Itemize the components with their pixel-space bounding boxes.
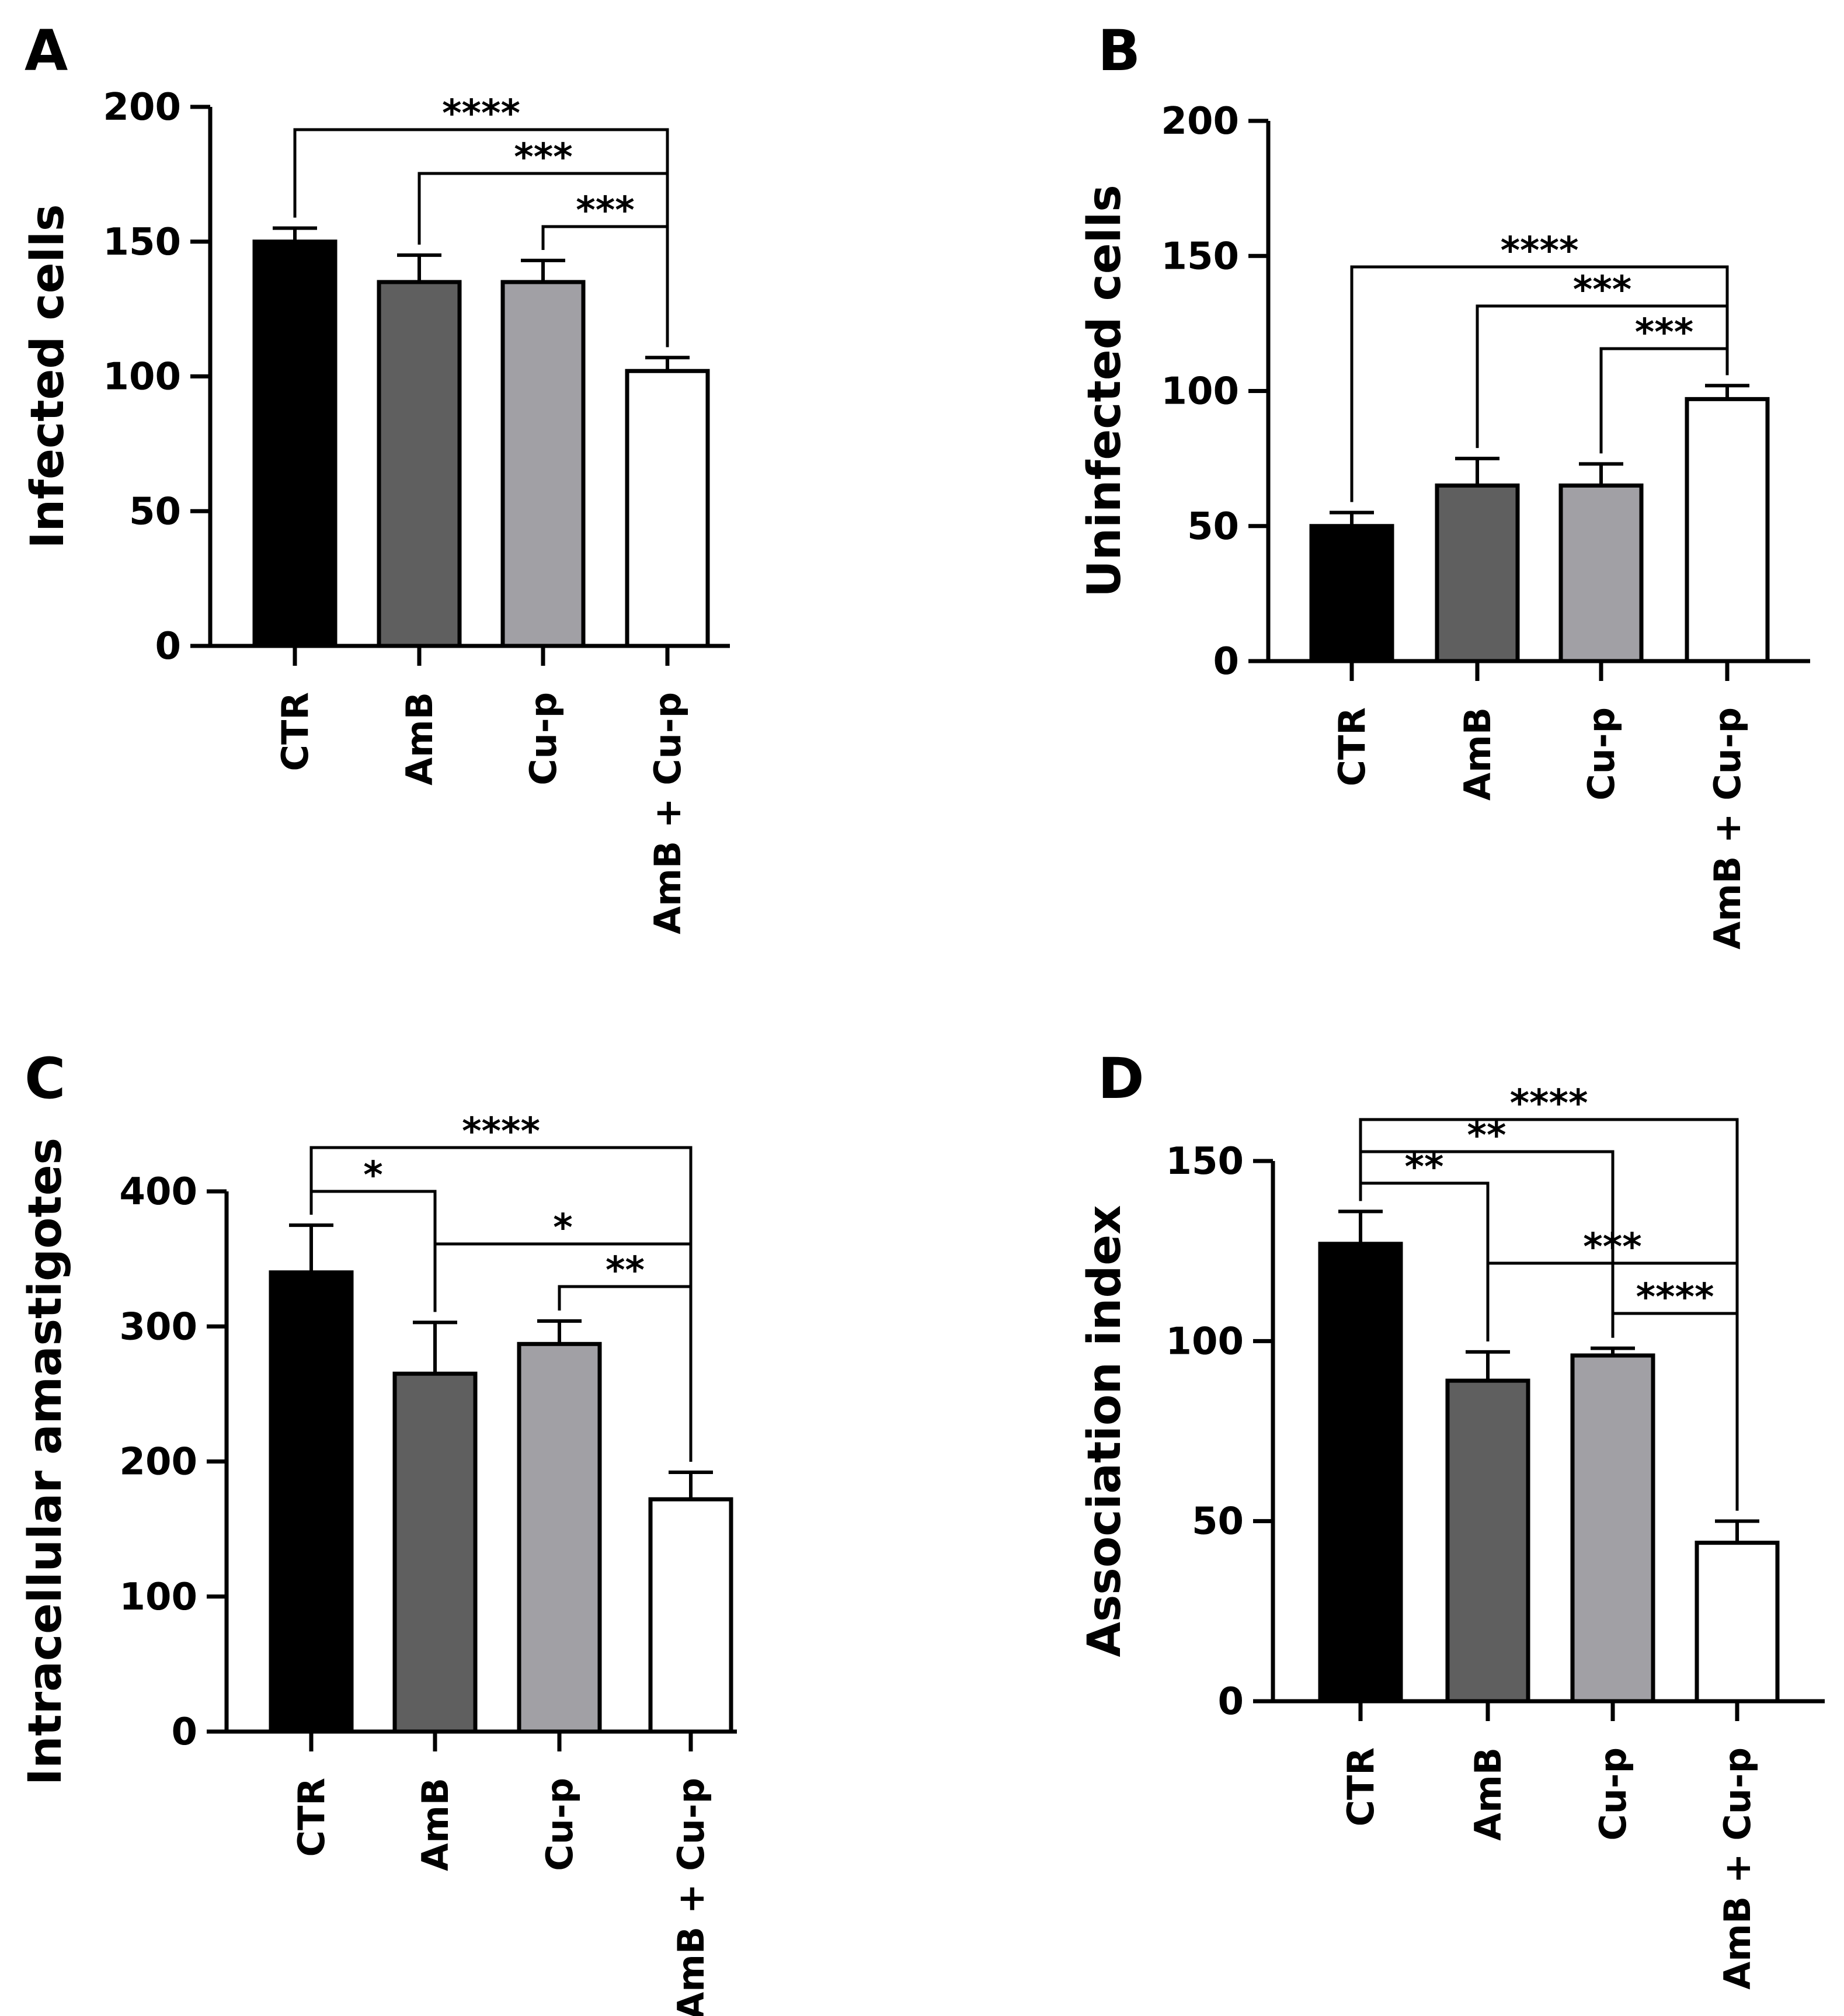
significance-label: **** (1636, 1276, 1714, 1319)
y-axis-label: Intracellular amastigotes (19, 1138, 72, 1785)
bar-0 (1318, 1242, 1403, 1704)
y-tick-label: 200 (1161, 100, 1239, 143)
category-label: AmB (1456, 707, 1499, 801)
category-label: CTR (1331, 707, 1373, 787)
y-axis-label: Association index (1078, 1205, 1131, 1657)
bar-1 (377, 280, 462, 648)
significance-bracket (1359, 1150, 1615, 1338)
significance-bracket (558, 1285, 693, 1462)
y-tick-label: 0 (171, 1711, 197, 1754)
category-label: AmB (1467, 1747, 1509, 1841)
bar-1 (1435, 483, 1520, 663)
significance-label: * (363, 1154, 382, 1197)
significance-label: ** (606, 1249, 645, 1292)
category-label: Cu-p (522, 692, 565, 785)
bar-2 (517, 1341, 602, 1734)
bar-3 (1695, 1541, 1780, 1704)
category-label: CTR (274, 692, 316, 771)
category-label: AmB + Cu-p (1706, 707, 1749, 950)
significance-bracket (1350, 265, 1729, 502)
y-tick-label: 100 (119, 1576, 197, 1619)
category-label: AmB (398, 692, 441, 785)
significance-bracket (1476, 304, 1729, 449)
y-tick-label: 0 (155, 625, 181, 668)
category-label: AmB (414, 1778, 457, 1871)
bar-1 (392, 1371, 478, 1734)
significance-label: *** (1583, 1226, 1641, 1269)
bar-0 (1309, 524, 1394, 663)
category-label: Cu-p (538, 1778, 581, 1871)
panel-c: C Intracellular amastigotes 0 100 200 300 400 C… (19, 1046, 737, 2016)
significance-bracket (1611, 1312, 1739, 1511)
bar-2 (1558, 483, 1644, 663)
significance-label: * (553, 1207, 572, 1250)
y-axis-label: Uninfected cells (1078, 185, 1131, 597)
panel-a: A Infected cells 0 50 100 150 200 CTR AmB Cu-p AmB… (22, 18, 730, 934)
significance-bracket (293, 128, 669, 347)
bar-1 (1445, 1378, 1530, 1704)
category-label: AmB + Cu-p (670, 1778, 712, 2016)
panel-letter: A (25, 18, 68, 84)
y-tick-label: 100 (1165, 1320, 1244, 1363)
panel-d: D Association index 0 50 100 150 CTR AmB Cu-p AmB… (1078, 1046, 1825, 1990)
significance-label: *** (1573, 269, 1631, 312)
significance-label: **** (1510, 1082, 1588, 1125)
y-tick-label: 50 (1192, 1500, 1244, 1544)
category-label: Cu-p (1580, 707, 1623, 801)
significance-bracket (1599, 347, 1729, 454)
panel-letter: B (1098, 18, 1140, 84)
y-tick-label: 100 (103, 356, 181, 399)
bar-2 (1570, 1353, 1655, 1704)
y-tick-label: 150 (1161, 235, 1239, 278)
significance-label: ** (1467, 1114, 1506, 1158)
y-tick-label: 50 (129, 490, 181, 533)
significance-label: *** (576, 189, 634, 232)
y-tick-label: 200 (119, 1441, 197, 1484)
panel-letter: C (25, 1046, 65, 1111)
category-label: CTR (290, 1778, 333, 1857)
y-axis-label: Infected cells (22, 204, 74, 549)
bar-3 (648, 1497, 733, 1734)
y-tick-label: 150 (1165, 1140, 1244, 1183)
y-tick-label: 400 (119, 1170, 197, 1214)
y-tick-label: 300 (119, 1305, 197, 1348)
category-label: AmB + Cu-p (1716, 1747, 1759, 1990)
panel-b: B Uninfected cells 0 50 100 150 200 CTR AmB Cu-p A… (1078, 18, 1810, 950)
category-label: CTR (1339, 1747, 1382, 1827)
y-tick-label: 200 (103, 86, 181, 129)
bar-2 (500, 280, 586, 648)
significance-label: **** (462, 1110, 540, 1153)
significance-label: **** (442, 92, 520, 135)
significance-label: ** (1405, 1146, 1444, 1189)
significance-label: **** (1501, 230, 1579, 273)
significance-bracket (541, 225, 669, 347)
bar-3 (625, 369, 710, 648)
category-label: AmB + Cu-p (646, 692, 689, 934)
bar-0 (269, 1270, 354, 1734)
y-tick-label: 150 (103, 221, 181, 264)
y-tick-label: 50 (1187, 505, 1239, 548)
y-tick-label: 0 (1213, 640, 1239, 683)
y-tick-label: 0 (1217, 1680, 1244, 1723)
significance-label: *** (1635, 311, 1693, 354)
significance-label: *** (514, 136, 572, 179)
category-label: Cu-p (1592, 1747, 1634, 1841)
bar-3 (1685, 397, 1770, 663)
bar-0 (252, 239, 338, 648)
panel-letter: D (1098, 1046, 1144, 1111)
y-tick-label: 100 (1161, 370, 1239, 413)
